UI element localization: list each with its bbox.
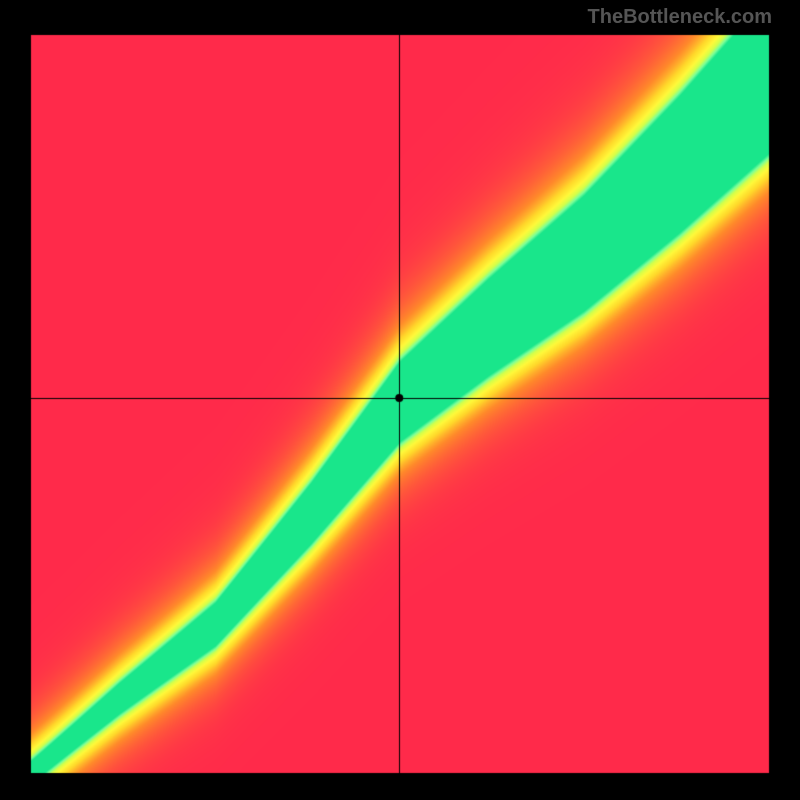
chart-container: TheBottleneck.com — [0, 0, 800, 800]
bottleneck-heatmap — [0, 0, 800, 800]
attribution-label: TheBottleneck.com — [588, 6, 772, 29]
